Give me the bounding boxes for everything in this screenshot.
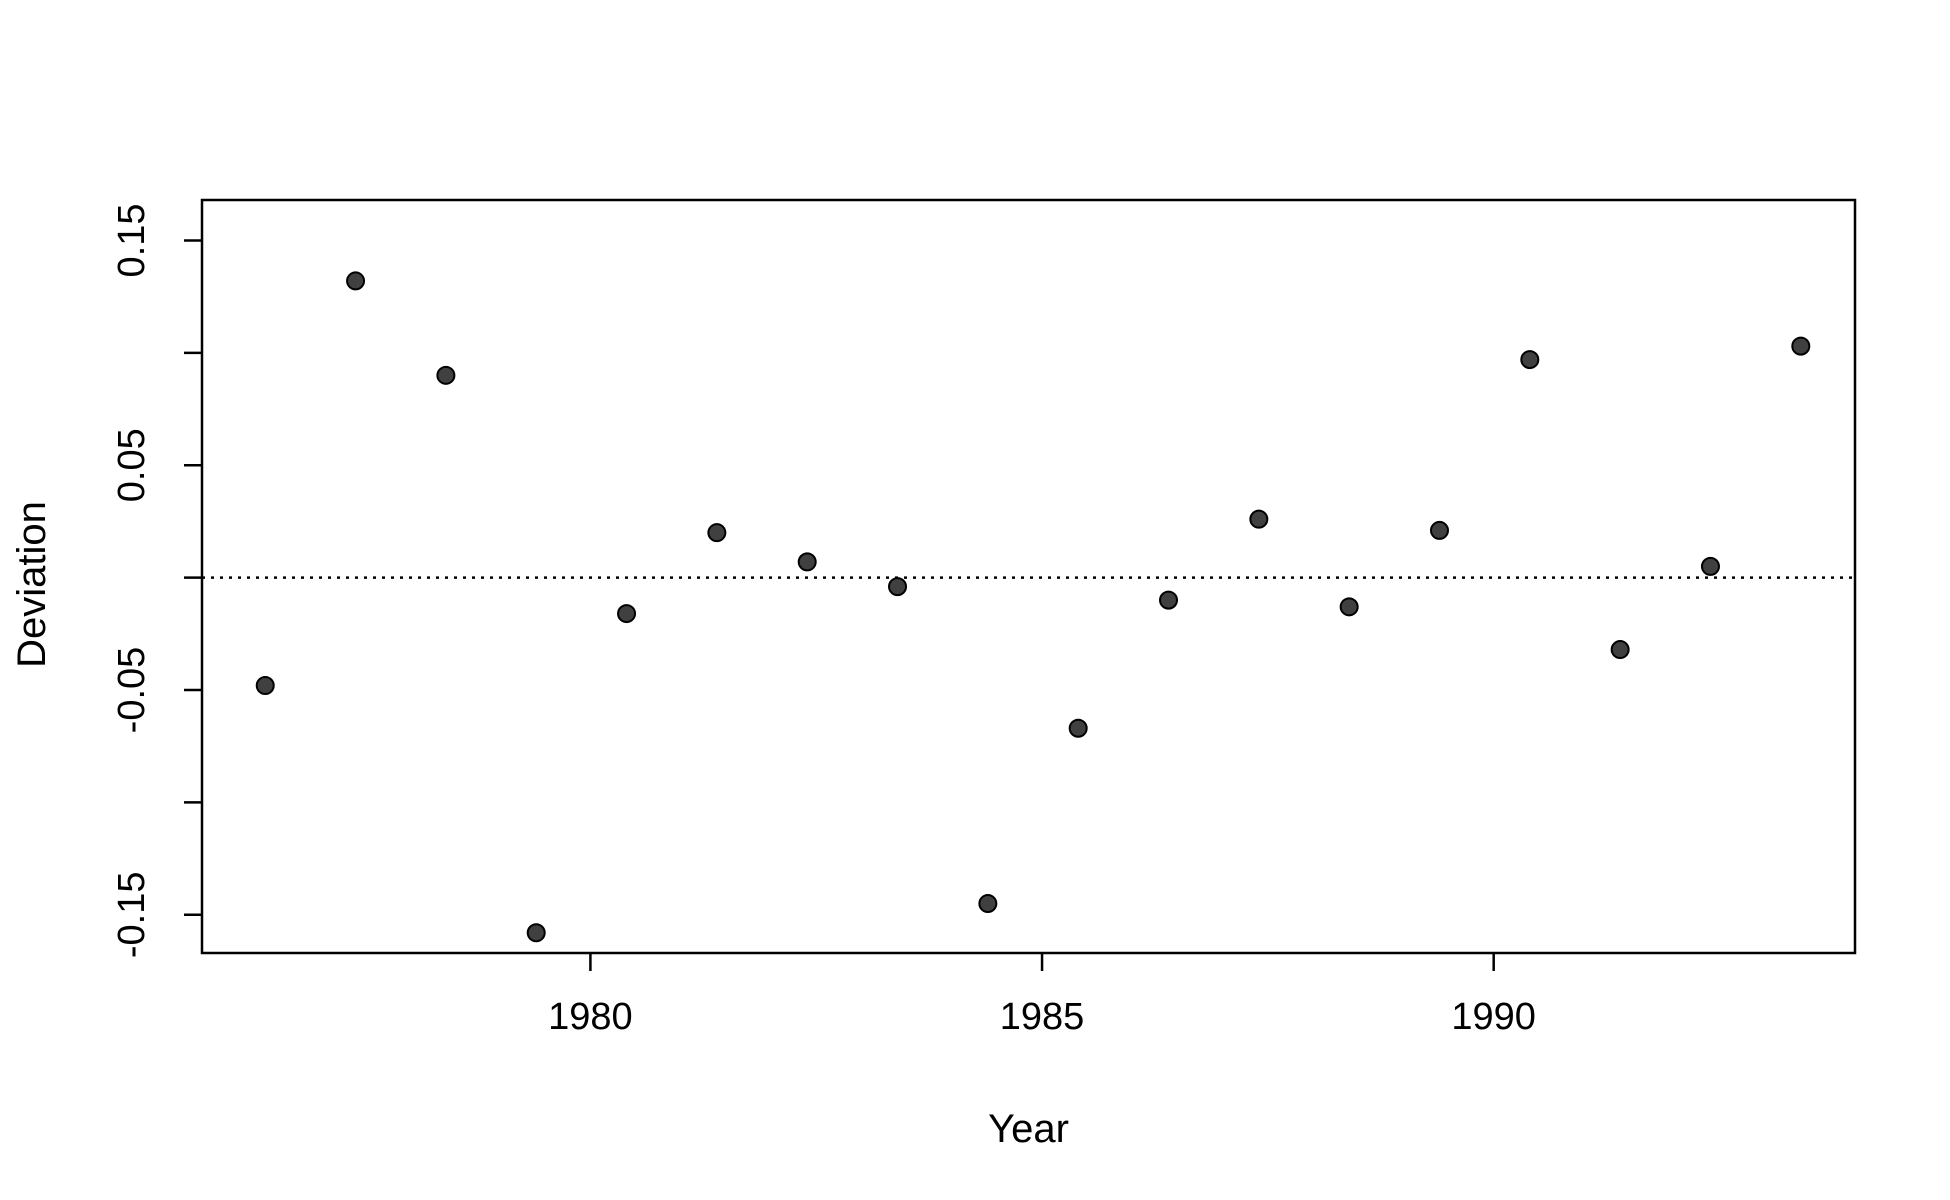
data-point (346, 271, 366, 291)
data-point (1520, 350, 1540, 370)
data-point (1610, 640, 1630, 660)
plot-frame (200, 198, 1857, 955)
data-point (255, 676, 275, 696)
data-point (436, 365, 456, 385)
y-tick-label: -0.15 (111, 871, 153, 958)
x-tick-label: 1980 (548, 996, 633, 1038)
x-tick-label: 1985 (1000, 996, 1085, 1038)
data-point (526, 923, 546, 943)
data-point (1429, 520, 1449, 540)
data-point (1068, 718, 1088, 738)
data-point (1700, 556, 1720, 576)
x-tick-label: 1990 (1451, 996, 1536, 1038)
data-point (797, 552, 817, 572)
data-point (1339, 597, 1359, 617)
y-tick-label: -0.05 (111, 647, 153, 734)
y-tick-label: 0.15 (111, 203, 153, 277)
data-point (888, 577, 908, 597)
axes: 1980 1985 1990 -0.15 -0.05 0.05 0.15 (111, 203, 1536, 1038)
data-points (255, 271, 1811, 943)
data-point (978, 894, 998, 914)
x-axis-title: Year (988, 1107, 1069, 1151)
y-axis-title: Deviation (10, 501, 54, 668)
data-point (1791, 336, 1811, 356)
y-tick-label: 0.05 (111, 428, 153, 502)
data-point (707, 523, 727, 543)
data-point (617, 604, 637, 624)
data-point (1249, 509, 1269, 529)
data-point (1159, 590, 1179, 610)
